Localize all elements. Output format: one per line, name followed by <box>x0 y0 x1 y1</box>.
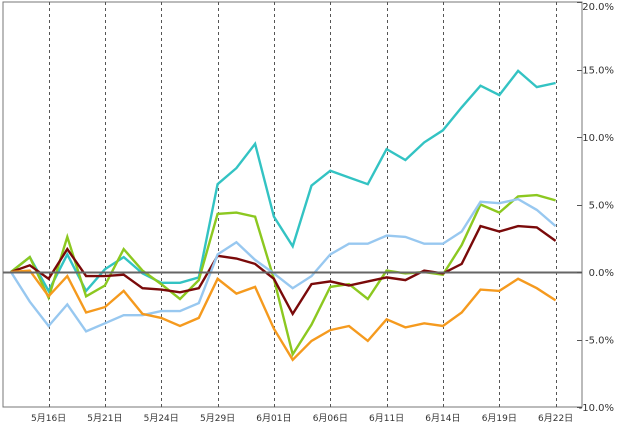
y-tick-label: 15.0% <box>582 66 614 77</box>
grid <box>2 1 583 408</box>
x-tick-label: 6月19日 <box>482 413 517 424</box>
y-tick-label: 20.0% <box>582 2 614 13</box>
x-tick-label: 6月06日 <box>313 413 348 424</box>
x-tick-label: 5月21日 <box>87 413 122 424</box>
plot-frame <box>2 1 583 408</box>
series-line <box>10 69 556 294</box>
axes: 20.0% 15.0% 10.0% 5.0% 0.0% -5.0% -10.0% 5月16日 5… <box>31 2 614 424</box>
x-tick-label: 6月22日 <box>538 413 573 424</box>
x-tick-label: 6月11日 <box>369 413 404 424</box>
series-line <box>10 193 556 358</box>
x-tick-label: 6月14日 <box>425 413 460 424</box>
series-line <box>10 224 557 317</box>
y-tick-label: 0.0% <box>589 268 614 279</box>
series-line <box>10 269 557 362</box>
series-lines <box>3 69 582 362</box>
y-tick-label: -10.0% <box>579 403 614 414</box>
y-tick-label: -5.0% <box>585 336 614 347</box>
y-tick-label: 5.0% <box>589 201 614 212</box>
x-tick-label: 5月29日 <box>200 413 235 424</box>
series-line <box>9 197 557 333</box>
x-tick-label: 5月16日 <box>31 413 66 424</box>
x-tick-label: 6月01日 <box>256 413 291 424</box>
x-tick-label: 5月24日 <box>144 413 179 424</box>
y-tick-label: 10.0% <box>582 133 614 144</box>
